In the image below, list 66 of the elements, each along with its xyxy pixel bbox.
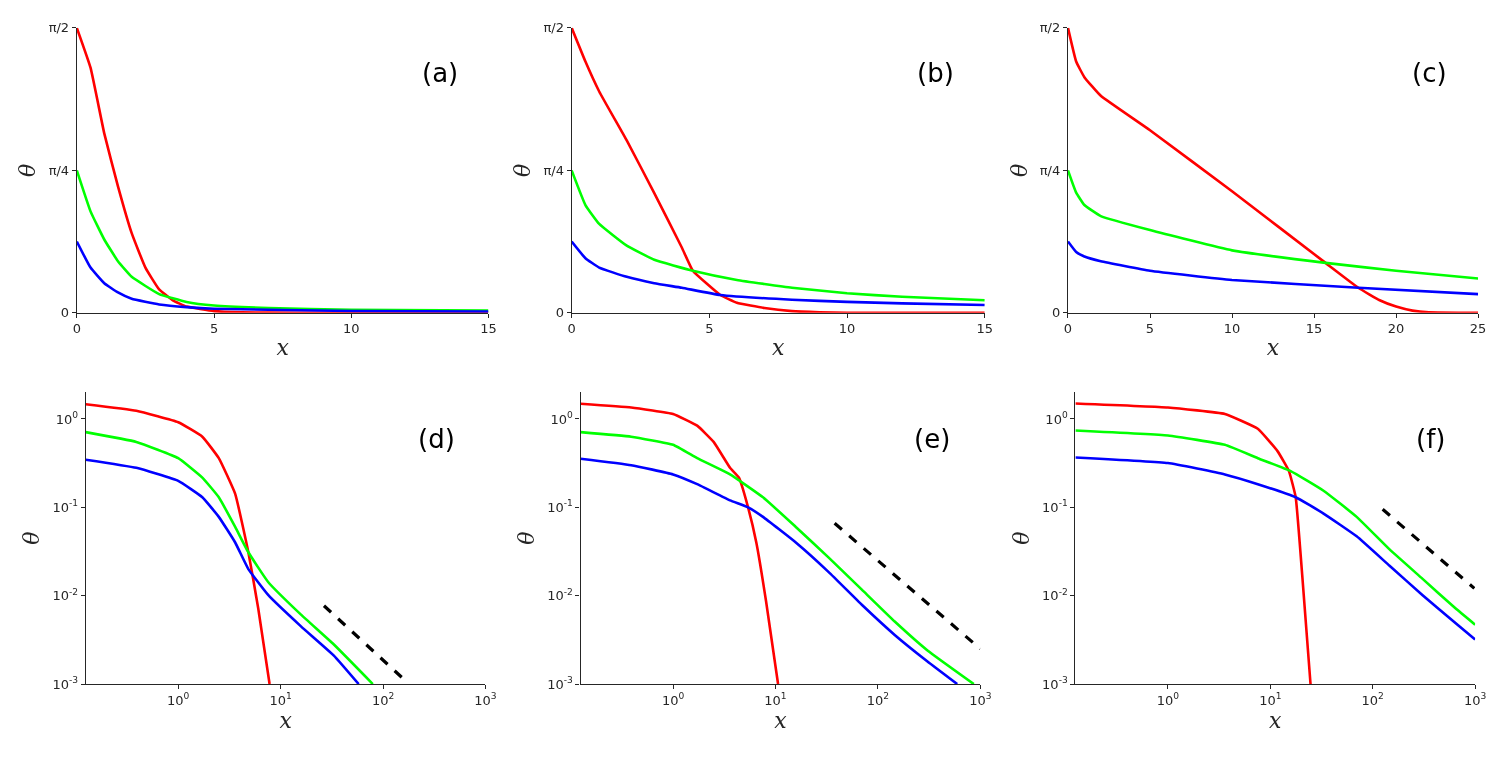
x-tick-label: 10$^{0}$ <box>167 691 190 708</box>
y-axis-title: θ <box>15 163 41 177</box>
x-tick-label: 10 <box>1223 321 1241 337</box>
y-tick-label: 10$^{-3}$ <box>1042 675 1068 692</box>
annotation: (f) <box>1416 424 1446 454</box>
x-tick-label: 10$^{0}$ <box>661 691 685 708</box>
y-tick-label: 10$^{-3}$ <box>52 675 79 692</box>
x-tick-label: 15 <box>976 321 994 337</box>
y-tick-label: 10$^{0}$ <box>1045 410 1068 427</box>
y-tick-label: 10$^{-1}$ <box>1042 498 1068 515</box>
x-tick-label: 20 <box>1387 321 1405 337</box>
x-tick-label: 10$^{3}$ <box>474 691 497 708</box>
y-axis-title: θ <box>1008 531 1034 545</box>
y-axis-title: θ <box>514 531 540 545</box>
x-axis-title: x <box>279 707 293 733</box>
y-tick-label: 10$^{-2}$ <box>1042 586 1068 604</box>
y-tick-label: 10$^{-1}$ <box>547 498 573 515</box>
y-tick-label: π/2 <box>48 20 70 36</box>
y-tick-label: 0 <box>1051 305 1061 321</box>
y-axis-title: θ <box>1006 163 1032 177</box>
line-series <box>571 169 985 302</box>
x-tick-label: 10$^{2}$ <box>866 691 890 708</box>
annotation: (b) <box>917 58 954 88</box>
y-tick-label: 10$^{0}$ <box>550 410 574 427</box>
y-axis-title: θ <box>19 531 45 545</box>
x-tick-label: 10$^{1}$ <box>1259 691 1282 708</box>
y-tick-label: 10$^{-2}$ <box>547 586 573 604</box>
x-tick-label: 10$^{0}$ <box>1156 691 1180 708</box>
x-axis-title: x <box>772 335 785 361</box>
x-tick-label: 10$^{1}$ <box>764 691 787 708</box>
y-tick-label: 10$^{-2}$ <box>52 586 79 604</box>
y-tick-label: π/2 <box>543 20 564 36</box>
line-series <box>1067 169 1479 280</box>
annotation: (e) <box>914 424 951 454</box>
x-axis-title: x <box>1269 707 1283 733</box>
x-tick-label: 25 <box>1469 321 1487 337</box>
x-axis-title: x <box>276 335 290 361</box>
y-tick-label: 0 <box>555 305 564 321</box>
x-tick-label: 10 <box>342 321 360 337</box>
x-tick-label: 10$^{3}$ <box>1463 691 1487 708</box>
x-tick-label: 5 <box>1145 321 1155 337</box>
y-tick-label: 10$^{-1}$ <box>52 498 79 515</box>
x-axis-title: x <box>1266 335 1280 361</box>
x-tick-label: 10$^{2}$ <box>371 691 395 708</box>
x-tick-label: 10$^{3}$ <box>969 691 992 708</box>
y-tick-label: π/4 <box>543 162 564 178</box>
annotation: (a) <box>422 58 459 88</box>
y-tick-label: π/4 <box>1039 162 1061 178</box>
annotation: (d) <box>418 424 455 454</box>
line-series <box>1067 240 1479 296</box>
y-tick-label: π/4 <box>48 162 70 178</box>
x-tick-label: 10$^{1}$ <box>269 691 292 708</box>
x-tick-label: 10 <box>838 321 856 337</box>
x-tick-label: 5 <box>705 321 714 337</box>
x-tick-label: 10$^{2}$ <box>1361 691 1384 708</box>
x-tick-label: 5 <box>209 321 219 337</box>
x-tick-label: 15 <box>480 321 497 337</box>
y-tick-label: π/2 <box>1039 20 1061 36</box>
x-tick-label: 15 <box>1305 321 1323 337</box>
y-axis-title: θ <box>510 163 536 177</box>
x-axis-title: x <box>774 707 788 733</box>
line-series <box>571 240 985 307</box>
y-tick-label: 0 <box>60 305 70 321</box>
y-tick-label: 10$^{-3}$ <box>547 675 574 692</box>
annotation: (c) <box>1412 58 1447 88</box>
y-tick-label: 10$^{0}$ <box>55 410 79 427</box>
